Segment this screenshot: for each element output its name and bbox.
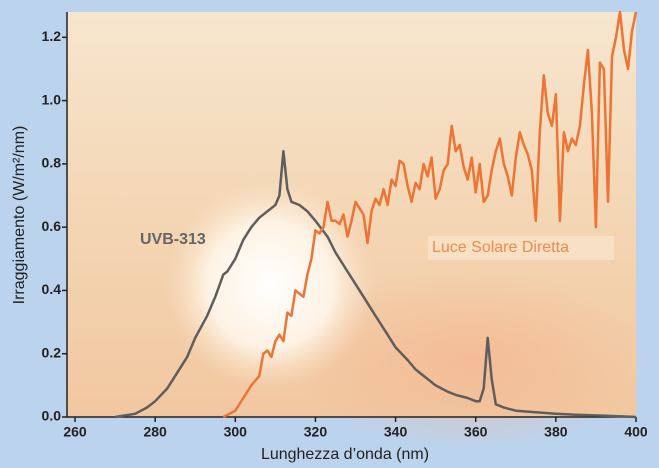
x-tick-label: 400 <box>624 424 648 440</box>
x-axis-title: Lunghezza d’onda (nm) <box>261 446 429 463</box>
legend-background <box>428 236 614 260</box>
x-tick-label: 380 <box>544 424 568 440</box>
y-tick-label: 0.8 <box>42 155 62 171</box>
background-sun <box>165 180 375 390</box>
y-tick-label: 1.0 <box>42 91 62 107</box>
y-tick-label: 0.6 <box>42 218 62 234</box>
series-label: UVB-313 <box>140 231 206 248</box>
x-tick-label: 320 <box>304 424 328 440</box>
x-tick-label: 340 <box>384 424 408 440</box>
series-line <box>114 149 637 419</box>
y-tick-label: 1.2 <box>42 28 62 44</box>
y-tick-label: 0.4 <box>42 281 62 297</box>
series-line <box>222 10 638 419</box>
background-glow <box>290 270 650 450</box>
y-tick-label: 0.2 <box>42 344 62 360</box>
x-tick-label: 300 <box>224 424 248 440</box>
series-label: Luce Solare Diretta <box>432 239 569 256</box>
x-tick-label: 280 <box>143 424 167 440</box>
y-axis-title: Irraggiamento (W/m²/nm) <box>11 126 28 305</box>
y-tick-label: 0.0 <box>42 408 62 424</box>
x-tick-label: 260 <box>63 424 87 440</box>
x-tick-label: 360 <box>464 424 488 440</box>
